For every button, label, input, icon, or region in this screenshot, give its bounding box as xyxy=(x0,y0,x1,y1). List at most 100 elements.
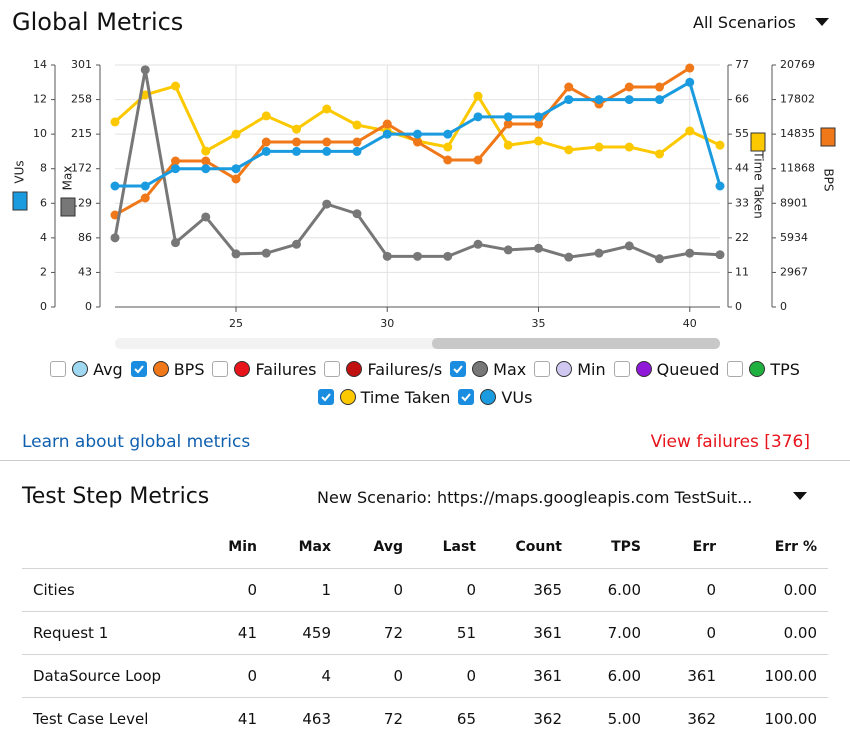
y-tick-label: 77 xyxy=(735,58,749,71)
legend-label: Time Taken xyxy=(360,387,451,407)
data-point xyxy=(231,249,241,259)
table-cell: 51 xyxy=(403,611,476,655)
table-cell: 0 xyxy=(331,568,403,612)
table-cell: 463 xyxy=(257,697,331,740)
learn-link[interactable]: Learn about global metrics xyxy=(22,432,251,452)
checkbox[interactable] xyxy=(324,361,341,377)
y-tick-label: 14 xyxy=(33,58,47,71)
checkbox[interactable] xyxy=(130,361,147,377)
dropdown-arrow[interactable] xyxy=(814,16,830,28)
data-point xyxy=(292,146,301,156)
table-cell: Test Case Level xyxy=(22,697,207,740)
legend-item[interactable]: VUs xyxy=(458,386,532,408)
y-tick-label: 301 xyxy=(71,58,92,71)
scenario-dropdown[interactable]: All Scenarios xyxy=(693,13,796,32)
chart: 25 30 35 40 0 2 4 6 8 10 12 14 VUs 0 43 86 129 172 215 258 3… xyxy=(12,58,836,349)
data-point xyxy=(564,82,574,92)
data-point xyxy=(715,181,725,191)
legend-item[interactable]: Queued xyxy=(613,358,719,380)
data-point xyxy=(110,181,120,191)
y-tick-label: 43 xyxy=(78,265,92,278)
legend-label: Failures/s xyxy=(367,359,443,379)
y-tick-label: 0 xyxy=(40,300,47,313)
legend-label: Failures xyxy=(255,359,317,379)
legend-item[interactable]: Time Taken xyxy=(317,386,451,408)
data-point xyxy=(503,112,513,122)
failures-link[interactable]: View failures [376] xyxy=(650,432,810,452)
checkbox[interactable] xyxy=(613,361,630,377)
checkbox[interactable] xyxy=(458,389,475,405)
checkbox[interactable] xyxy=(317,389,334,405)
data-point xyxy=(352,120,362,130)
scrollbar-thumb[interactable] xyxy=(432,338,720,349)
table-cell: DataSource Loop xyxy=(22,654,207,698)
checkbox[interactable] xyxy=(534,361,551,377)
table-cell: Cities xyxy=(22,568,207,612)
data-point xyxy=(140,193,150,203)
legend: Avg BPS Failures Failures/s Max Min Queued TPS T… xyxy=(30,358,820,408)
data-point xyxy=(352,137,362,147)
y-tick-label: 10 xyxy=(33,127,47,140)
table-cell: 6.00 xyxy=(562,654,641,698)
data-point xyxy=(382,129,392,139)
header-row: Min Max Avg Last Count TPS Err Err % xyxy=(22,525,828,569)
table-row: Test Case Level 41 463 72 65 362 5.00 362 100.00 xyxy=(22,697,828,740)
table-cell: 0 xyxy=(207,568,257,612)
legend-swatch xyxy=(635,361,652,377)
table-cell: 0 xyxy=(403,654,476,698)
header-cell: Min xyxy=(228,538,257,555)
table-row: Cities 0 1 0 0 365 6.00 0 0.00 xyxy=(22,568,828,612)
y-tick-label: 12 xyxy=(33,93,47,106)
y-tick-label: 5934 xyxy=(780,231,808,244)
legend-swatch xyxy=(72,361,89,377)
data-point xyxy=(443,251,453,261)
legend-swatch xyxy=(556,361,573,377)
y-tick-label: 258 xyxy=(71,93,92,106)
data-point xyxy=(655,82,664,92)
metrics-table: Min Max Avg Last Count TPS Err Err % Cities 0 1 0 0… xyxy=(22,525,828,740)
data-point xyxy=(594,248,604,258)
axis-title: VUs xyxy=(13,160,27,183)
x-tick-label: 35 xyxy=(532,317,546,330)
data-point xyxy=(261,146,271,156)
data-point xyxy=(594,142,604,152)
data-point xyxy=(534,112,543,122)
y-tick-label: 6 xyxy=(40,196,47,209)
legend-item[interactable]: Min xyxy=(534,358,606,380)
checkbox[interactable] xyxy=(727,361,744,377)
legend-label: Avg xyxy=(93,359,123,379)
legend-swatch xyxy=(339,389,356,405)
legend-item[interactable]: Avg xyxy=(50,358,123,380)
data-point xyxy=(140,90,150,100)
legend-swatch xyxy=(472,361,489,377)
check-mark xyxy=(461,393,472,402)
axis-swatch xyxy=(12,191,28,211)
legend-item[interactable]: Max xyxy=(450,358,526,380)
data-point xyxy=(503,245,513,255)
checkbox[interactable] xyxy=(450,361,467,377)
legend-item[interactable]: TPS xyxy=(727,358,800,380)
data-point xyxy=(382,119,392,129)
data-point xyxy=(231,164,241,174)
legend-label: Min xyxy=(577,359,606,379)
scenario-dropdown[interactable]: New Scenario: https://maps.googleapis.co… xyxy=(317,488,753,507)
data-point xyxy=(171,238,180,248)
data-point xyxy=(624,82,634,92)
data-point xyxy=(655,149,664,159)
data-point xyxy=(292,124,301,134)
legend-item[interactable]: Failures xyxy=(212,358,316,380)
checkbox[interactable] xyxy=(50,361,67,377)
data-point xyxy=(534,136,543,146)
y-tick-label: 8 xyxy=(40,162,47,175)
header-cell xyxy=(22,525,207,569)
table-cell: 1 xyxy=(257,568,331,612)
header-cell: Err % xyxy=(774,538,817,555)
dropdown-arrow[interactable] xyxy=(792,490,808,502)
axis-title: Time Taken xyxy=(752,150,766,218)
y-tick-label: 2 xyxy=(40,265,47,278)
data-point xyxy=(655,254,664,264)
checkbox[interactable] xyxy=(212,361,229,377)
legend-item[interactable]: Failures/s xyxy=(324,358,442,380)
legend-item[interactable]: BPS xyxy=(130,358,204,380)
legend-swatch xyxy=(346,361,363,377)
